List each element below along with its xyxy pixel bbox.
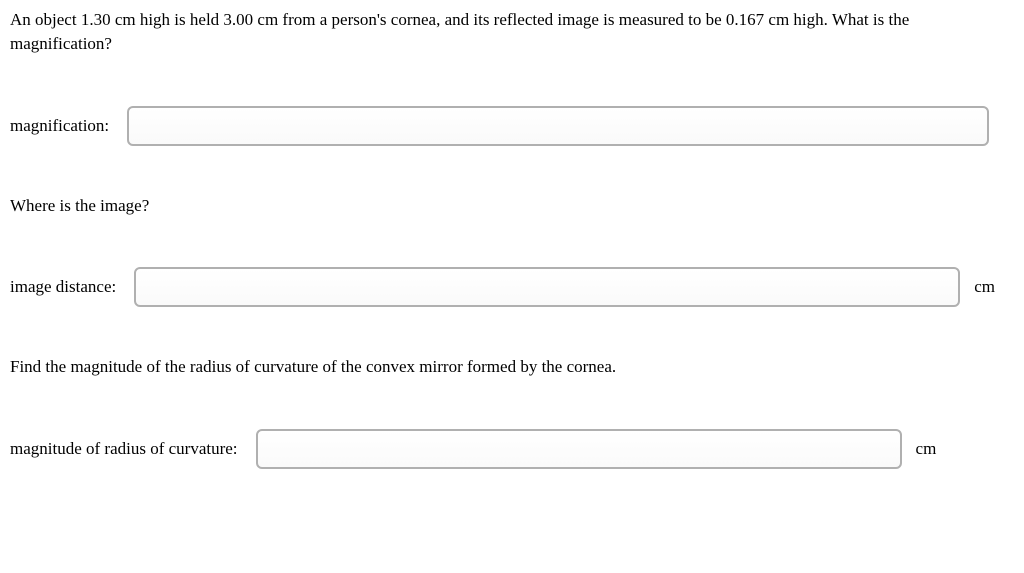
radius-input[interactable]	[256, 429, 902, 469]
radius-label: magnitude of radius of curvature:	[10, 437, 238, 461]
image-distance-row: image distance: cm	[10, 267, 1014, 307]
image-distance-input[interactable]	[134, 267, 960, 307]
image-distance-unit: cm	[974, 275, 995, 299]
magnification-label: magnification:	[10, 114, 109, 138]
question-sub2-text: Where is the image?	[10, 194, 1014, 218]
magnification-row: magnification:	[10, 106, 1014, 146]
question-sub3-text: Find the magnitude of the radius of curv…	[10, 355, 1014, 379]
image-distance-label: image distance:	[10, 275, 116, 299]
radius-row: magnitude of radius of curvature: cm	[10, 429, 1014, 469]
radius-unit: cm	[916, 437, 937, 461]
magnification-input[interactable]	[127, 106, 989, 146]
question-main-text: An object 1.30 cm high is held 3.00 cm f…	[10, 8, 1014, 56]
